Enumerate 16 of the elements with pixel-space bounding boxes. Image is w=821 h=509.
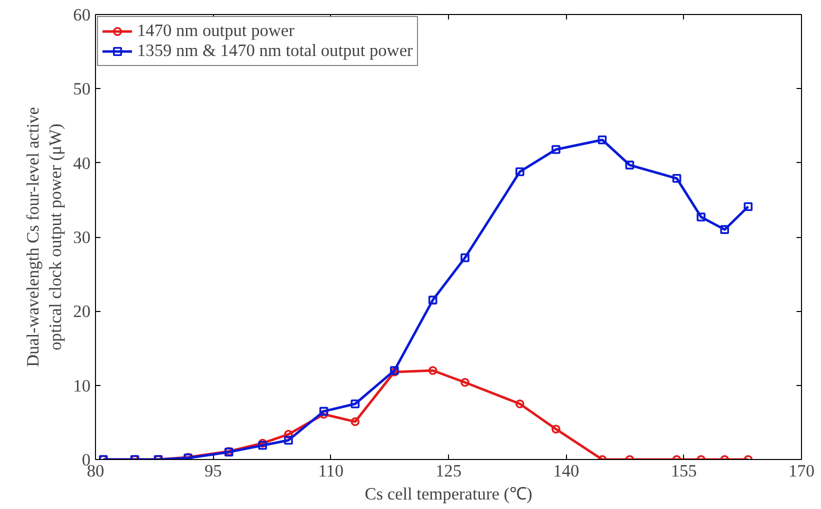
x-tick-label: 155 [670, 462, 697, 480]
x-tick-label: 125 [436, 462, 462, 480]
y-tick-label: 30 [73, 228, 90, 247]
x-tick-label: 140 [553, 462, 580, 480]
legend-label: 1359 nm & 1470 nm total output power [137, 41, 413, 61]
x-tick-label: 110 [318, 462, 344, 480]
y-tick-label: 20 [73, 302, 90, 322]
x-axis-title: Cs cell temperature (℃) [364, 484, 533, 504]
y-tick-label: 60 [73, 6, 90, 24]
y-axis-title: Dual-wavelength Cs four-level active optical clock output power (μW) [23, 106, 66, 367]
x-tick-label: 170 [788, 462, 815, 480]
y-tick-label: 10 [73, 376, 90, 396]
legend-label: 1470 nm output power [137, 21, 294, 41]
y-tick-label: 40 [73, 154, 90, 173]
y-tick-label: 50 [73, 80, 90, 99]
x-tick-label: 95 [204, 462, 222, 480]
